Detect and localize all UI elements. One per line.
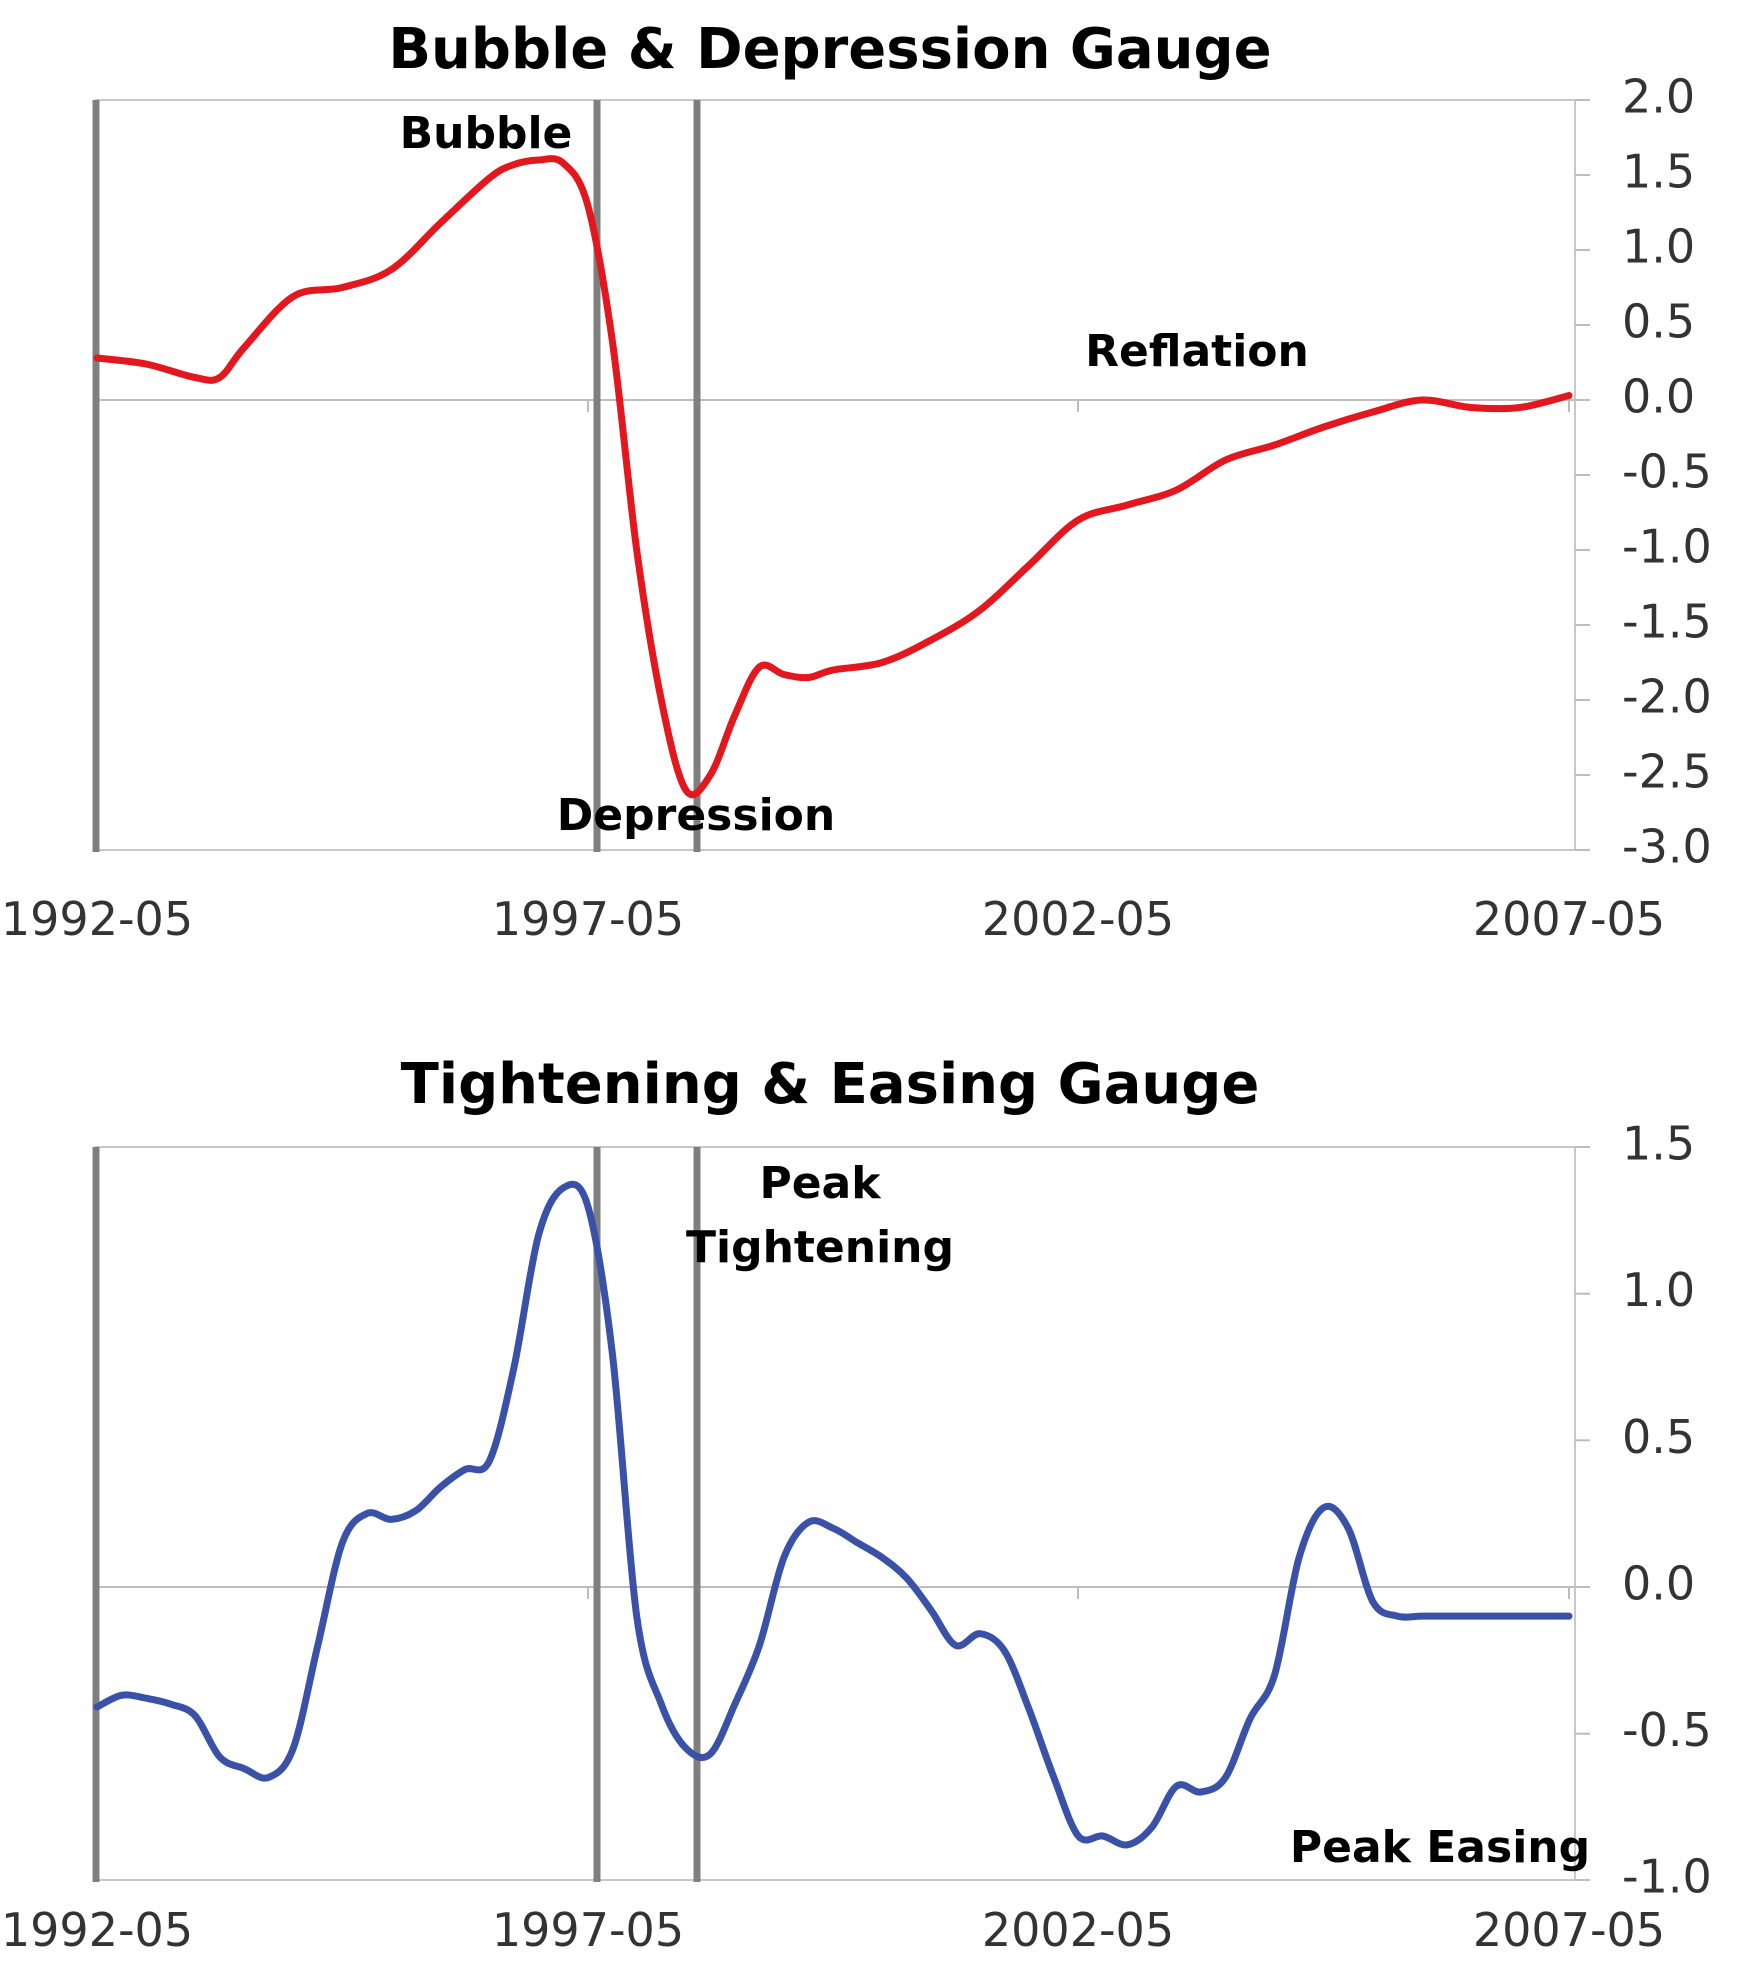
bubble-gauge-series xyxy=(93,155,1573,799)
bubble-depression-chart: Bubble & Depression Gauge 2.0 1.5 1.0 0. xyxy=(1,17,1712,946)
y-tick-label: -3.0 xyxy=(1622,820,1712,874)
y-tick-label: -0.5 xyxy=(1622,1703,1712,1757)
y-tick-label: -2.0 xyxy=(1622,670,1712,724)
y-tick-label: 1.0 xyxy=(1622,220,1695,274)
bubble-annotation: Bubble xyxy=(400,108,573,159)
x-tick-label: 2002-05 xyxy=(982,892,1174,946)
tightening-easing-chart: Tightening & Easing Gauge 1.5 1.0 0.5 0.… xyxy=(1,1052,1712,1957)
x-axis-ticks: 1992-05 1997-05 2002-05 2007-05 xyxy=(1,892,1665,946)
y-tick-label: 1.5 xyxy=(1622,145,1695,199)
y-tick-label: 1.5 xyxy=(1622,1117,1695,1171)
y-tick-label: -1.0 xyxy=(1622,520,1712,574)
y-tick-label: 2.0 xyxy=(1622,70,1695,124)
y-axis-ticks: 1.5 1.0 0.5 0.0 -0.5 -1.0 xyxy=(1575,1117,1712,1904)
reflation-annotation: Reflation xyxy=(1085,326,1309,377)
x-tick-label: 1997-05 xyxy=(492,892,684,946)
x-tick-label: 1992-05 xyxy=(1,892,193,946)
x-tick-label: 1997-05 xyxy=(492,1903,684,1957)
y-tick-label: 0.5 xyxy=(1622,1410,1695,1464)
chart-title: Bubble & Depression Gauge xyxy=(388,17,1271,82)
x-tick-label: 2007-05 xyxy=(1473,892,1665,946)
y-tick-label: -0.5 xyxy=(1622,445,1712,499)
y-tick-label: -1.5 xyxy=(1622,595,1712,649)
chart-title: Tightening & Easing Gauge xyxy=(401,1052,1260,1117)
y-tick-label: 0.5 xyxy=(1622,295,1695,349)
y-axis-ticks: 2.0 1.5 1.0 0.5 0.0 -0.5 -1.0 -1.5 -2.0 … xyxy=(1575,70,1712,874)
x-tick-label: 1992-05 xyxy=(1,1903,193,1957)
peak-tightening-annotation-line1: Peak xyxy=(759,1158,882,1209)
x-tick-label: 2007-05 xyxy=(1473,1903,1665,1957)
peak-easing-annotation: Peak Easing xyxy=(1290,1822,1590,1873)
x-axis-ticks: 1992-05 1997-05 2002-05 2007-05 xyxy=(1,1903,1665,1957)
easing-gauge-series xyxy=(93,1180,1573,1849)
y-tick-label: 0.0 xyxy=(1622,370,1695,424)
y-tick-label: 0.0 xyxy=(1622,1557,1695,1611)
peak-tightening-annotation-line2: Tightening xyxy=(686,1222,954,1273)
x-tick-label: 2002-05 xyxy=(982,1903,1174,1957)
depression-annotation: Depression xyxy=(557,790,835,841)
y-tick-label: -2.5 xyxy=(1622,745,1712,799)
y-tick-label: 1.0 xyxy=(1622,1263,1695,1317)
y-tick-label: -1.0 xyxy=(1622,1850,1712,1904)
